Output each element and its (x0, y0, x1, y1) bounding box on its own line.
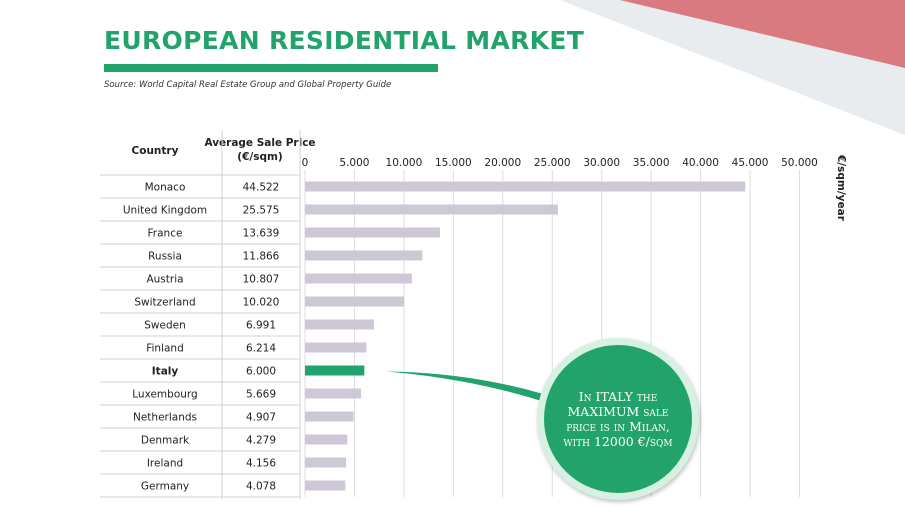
value-label: 6.991 (246, 320, 276, 332)
bar (305, 296, 405, 307)
value-label: 6.000 (246, 366, 276, 378)
value-label: 44.522 (243, 182, 280, 194)
bars (305, 181, 746, 491)
value-label: 4.279 (246, 435, 276, 447)
tick-label: 50.000 (781, 157, 818, 169)
value-label: 4.078 (246, 481, 276, 493)
tick-label: 25.000 (534, 157, 571, 169)
bar (305, 273, 412, 284)
red-corner-shape (620, 0, 905, 68)
value-label: 10.020 (243, 297, 280, 309)
callout-pointer (386, 371, 545, 402)
country-label: Ireland (147, 458, 183, 470)
value-label: 6.214 (246, 343, 276, 355)
tick-label: 15.000 (435, 157, 472, 169)
bar (305, 181, 746, 192)
italy-callout: In ITALY the MAXIMUM sale price is in Mi… (537, 338, 699, 500)
bar (305, 319, 375, 330)
title-underline (104, 64, 438, 72)
country-column-header: Country (131, 145, 179, 157)
value-label: 25.575 (243, 205, 280, 217)
bar (305, 388, 362, 399)
tick-label: 10.000 (386, 157, 423, 169)
value-label: 4.907 (246, 412, 276, 424)
country-label: Switzerland (134, 297, 195, 309)
country-label: Austria (146, 274, 183, 286)
country-label: Finland (146, 343, 184, 355)
bar (305, 227, 440, 238)
country-label: Russia (148, 251, 182, 263)
tick-label: 0 (302, 157, 309, 169)
bar (305, 480, 346, 491)
tick-label: 35.000 (633, 157, 670, 169)
bar (305, 411, 354, 422)
data-table: Monaco 44.522 United Kingdom 25.575 France 13… (100, 130, 301, 499)
country-label: Netherlands (133, 412, 197, 424)
tick-label: 30.000 (583, 157, 620, 169)
value-label: 5.669 (246, 389, 276, 401)
country-label: Denmark (141, 435, 190, 447)
country-label: Luxembourg (132, 389, 197, 401)
value-label: 11.866 (243, 251, 280, 263)
tick-label: 5.000 (339, 157, 369, 169)
tick-label: 20.000 (484, 157, 521, 169)
source-note: Source: World Capital Real Estate Group … (104, 80, 392, 90)
value-label: 13.639 (243, 228, 280, 240)
tick-label: 45.000 (732, 157, 769, 169)
country-label: Italy (152, 366, 179, 378)
page-title: EUROPEAN RESIDENTIAL MARKET (104, 26, 585, 55)
x-axis-label: €/sqm/year (835, 154, 847, 222)
bar (305, 365, 365, 376)
country-label: Monaco (145, 182, 186, 194)
bar (305, 434, 348, 445)
value-label: 10.807 (243, 274, 280, 286)
callout-text: In ITALY the MAXIMUM sale price is in Mi… (563, 389, 673, 449)
price-column-header: Average Sale Price (€/sqm) (204, 137, 316, 163)
bar (305, 457, 347, 468)
country-label: Sweden (144, 320, 186, 332)
tick-label: 40.000 (682, 157, 719, 169)
bar (305, 342, 367, 353)
country-label: France (148, 228, 183, 240)
value-label: 4.156 (246, 458, 276, 470)
bar (305, 250, 423, 261)
bar (305, 204, 558, 215)
country-label: United Kingdom (123, 205, 207, 217)
x-axis-ticks: 0 5.000 10.000 15.000 20.000 25.000 30.000 35.0… (302, 157, 818, 169)
country-label: Germany (141, 481, 189, 493)
